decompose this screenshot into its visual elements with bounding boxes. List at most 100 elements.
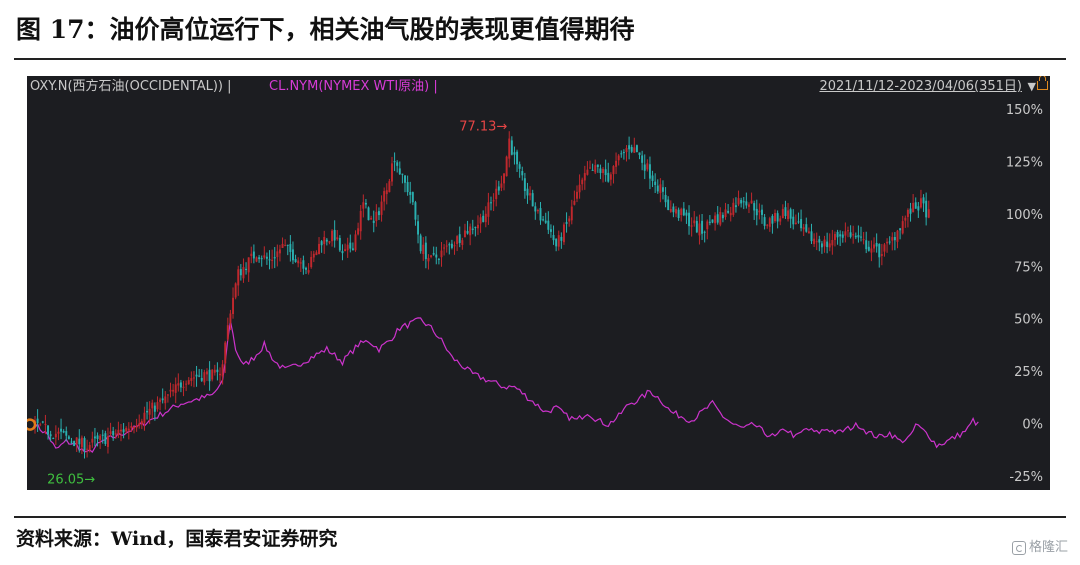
oxy-candle-body	[41, 421, 44, 423]
oxy-candle-body	[724, 209, 727, 218]
oxy-candle-body	[813, 238, 816, 244]
oxy-candle-body	[469, 226, 472, 236]
oxy-candle-body	[591, 169, 594, 171]
oxy-candle-body	[291, 249, 294, 261]
oxy-candle-body	[195, 374, 198, 377]
oxy-candle-body	[599, 168, 602, 174]
oxy-candle-body	[203, 372, 206, 383]
oxy-candle-body	[922, 197, 925, 204]
oxy-candle-body	[906, 209, 909, 217]
oxy-candle-body	[153, 405, 156, 412]
lock-icon[interactable]	[1037, 76, 1048, 90]
oxy-candle-body	[125, 427, 128, 432]
oxy-candle-body	[67, 436, 70, 439]
oxy-candle-body	[174, 384, 177, 393]
oxy-candle-body	[818, 239, 821, 243]
oxy-candle-body	[912, 202, 915, 213]
oxy-candle-body	[620, 153, 623, 155]
oxy-candle-body	[862, 239, 865, 241]
oxy-candle-body	[278, 249, 281, 254]
oxy-candle-body	[719, 211, 722, 225]
oxy-candle-body	[463, 230, 466, 238]
oxy-candle-body	[711, 219, 714, 223]
oxy-candle-body	[271, 259, 274, 261]
oxy-candle-body	[130, 425, 133, 428]
oxy-candle-body	[847, 230, 849, 232]
oxy-candle-body	[776, 213, 779, 222]
oxy-candle-body	[505, 156, 508, 177]
oxy-candle-body	[630, 147, 633, 152]
legend-oxy[interactable]: OXY.N(西方石油(OCCIDENTAL)) |	[30, 79, 232, 94]
oxy-candle-body	[805, 224, 808, 232]
oxy-candle-body	[250, 253, 253, 257]
oxy-candle-body	[516, 151, 519, 165]
oxy-candle-body	[310, 256, 313, 268]
oxy-candle-body	[753, 203, 756, 211]
oxy-candle-body	[151, 402, 154, 409]
oxy-candle-body	[495, 188, 498, 200]
oxy-candle-body	[596, 164, 599, 168]
oxy-candle-body	[268, 259, 271, 261]
y-tick-label: -25%	[1009, 470, 1043, 485]
oxy-candle-group	[34, 131, 930, 459]
oxy-candle-body	[677, 209, 680, 218]
oxy-candle-body	[411, 192, 414, 203]
oxy-candle-body	[239, 269, 242, 276]
oxy-candle-body	[91, 438, 94, 443]
oxy-candle-body	[232, 297, 235, 315]
oxy-candle-body	[104, 433, 107, 444]
y-tick-label: 75%	[1014, 260, 1043, 275]
oxy-candle-body	[693, 220, 696, 224]
oxy-candle-body	[52, 437, 55, 439]
oxy-candle-body	[432, 253, 435, 255]
oxy-candle-body	[625, 148, 628, 153]
oxy-candle-body	[844, 231, 847, 236]
oxy-candle-body	[662, 187, 664, 192]
oxy-candle-body	[768, 218, 771, 227]
oxy-candle-body	[531, 193, 534, 207]
oxy-candle-body	[706, 221, 709, 230]
legend-wti[interactable]: CL.NYM(NYMEX WTI原油) |	[269, 79, 438, 94]
oxy-candle-body	[344, 249, 347, 252]
oxy-candle-body	[354, 234, 357, 251]
oxy-candle-body	[65, 431, 68, 436]
oxy-candle-body	[106, 436, 109, 447]
oxy-candle-body	[672, 206, 675, 213]
oxy-candle-body	[146, 410, 149, 413]
y-tick-label: 50%	[1014, 313, 1043, 328]
oxy-candle-body	[336, 237, 339, 240]
oxy-candle-body	[75, 437, 78, 444]
oxy-candle-body	[120, 429, 122, 432]
oxy-candle-body	[508, 138, 511, 159]
oxy-candle-body	[258, 257, 261, 260]
oxy-candle-body	[482, 215, 485, 222]
oxy-candle-body	[299, 262, 302, 264]
oxy-candle-body	[779, 218, 782, 222]
oxy-candle-body	[615, 160, 618, 167]
oxy-candle-body	[521, 171, 524, 176]
oxy-candle-body	[80, 437, 83, 448]
oxy-candle-body	[557, 235, 560, 247]
oxy-candle-body	[609, 174, 612, 180]
min-value-label: 26.05→	[47, 473, 95, 488]
oxy-candle-body	[44, 424, 47, 426]
oxy-candle-body	[60, 428, 63, 432]
oxy-candle-body	[888, 241, 891, 243]
oxy-candle-body	[49, 434, 52, 437]
dropdown-caret-icon[interactable]: ▼	[1027, 80, 1036, 93]
oxy-candle-body	[651, 175, 654, 181]
oxy-candle-body	[849, 232, 852, 237]
oxy-candle-body	[503, 173, 506, 184]
oxy-candle-body	[474, 226, 477, 228]
oxy-candle-body	[878, 244, 881, 258]
y-tick-label: 150%	[1006, 103, 1043, 118]
oxy-candle-body	[646, 163, 649, 170]
oxy-candle-body	[914, 202, 917, 209]
oxy-candle-body	[555, 238, 558, 247]
oxy-candle-body	[36, 418, 39, 423]
oxy-candle-body	[833, 234, 836, 241]
oxy-candle-body	[216, 369, 219, 373]
oxy-candle-body	[807, 231, 810, 234]
chart-canvas: 150% 125% 100% 75% 50% 25% 0% -25% 77.13→ 26.05→	[27, 103, 1043, 488]
date-range-selector[interactable]: 2021/11/12-2023/04/06(351日)	[819, 79, 1022, 94]
